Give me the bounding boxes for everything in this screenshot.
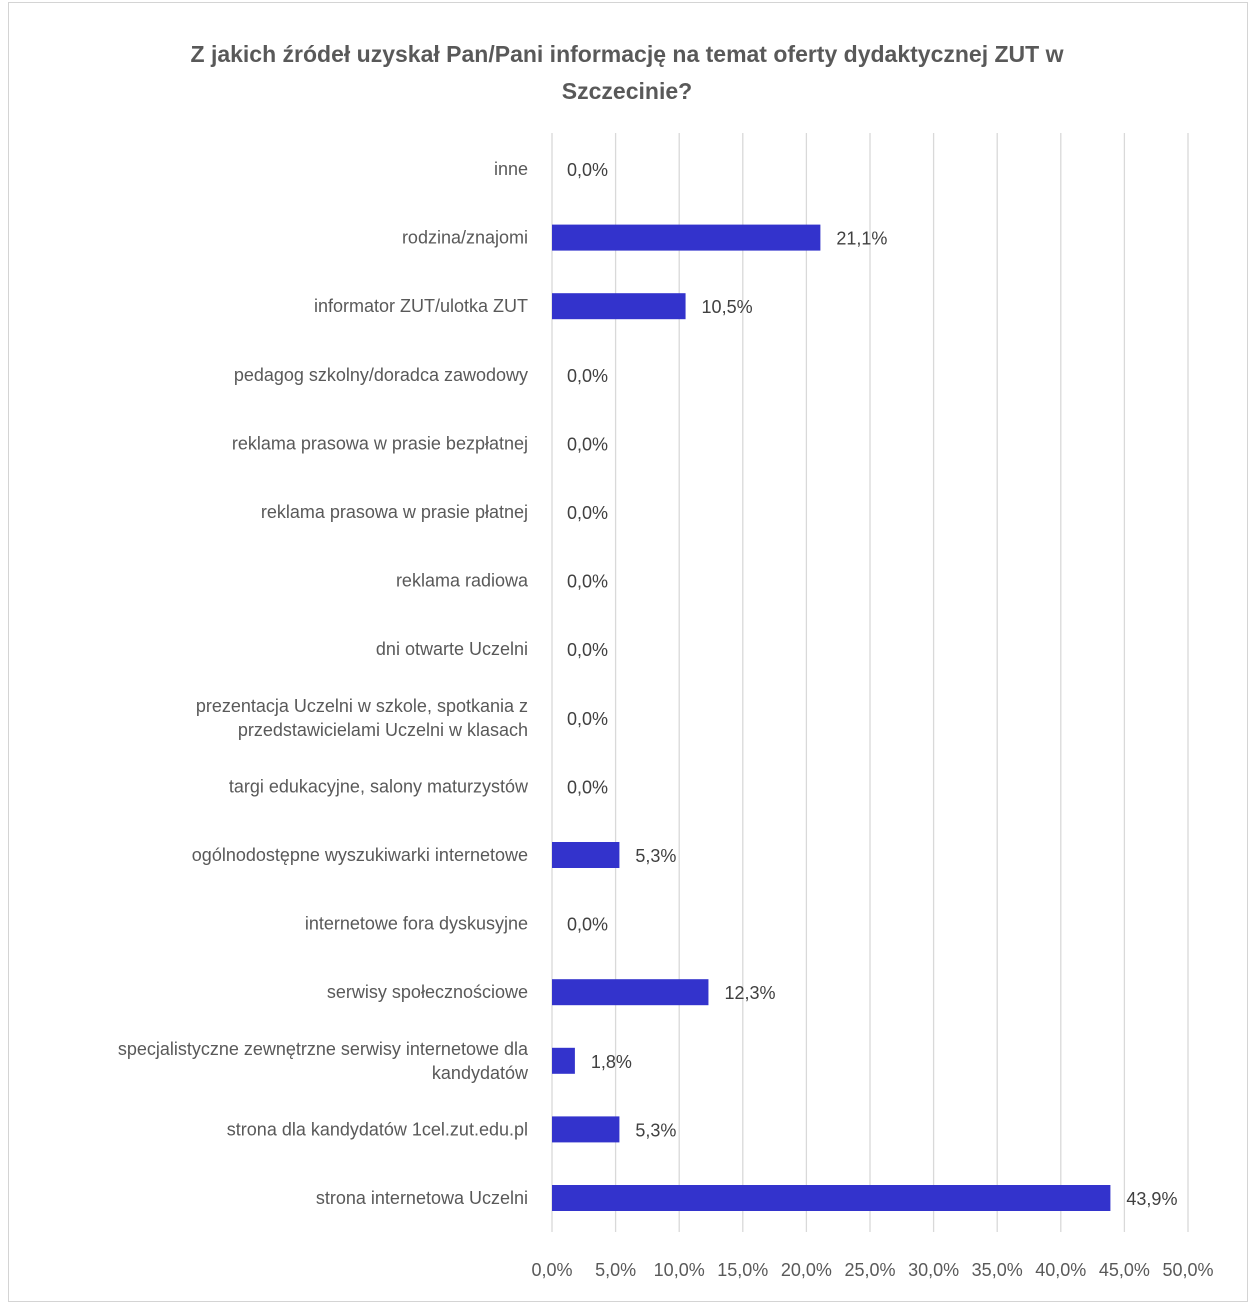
x-tick-label: 20,0% — [781, 1260, 832, 1280]
data-label: 0,0% — [567, 434, 608, 454]
category-label: rodzina/znajomi — [402, 228, 528, 248]
category-label: internetowe fora dyskusyjne — [305, 914, 528, 934]
bar — [552, 1185, 1111, 1211]
bar — [552, 293, 686, 320]
bar — [552, 979, 709, 1006]
category-label: strona dla kandydatów 1cel.zut.edu.pl — [227, 1119, 528, 1139]
data-label: 0,0% — [567, 709, 608, 729]
category-label: ogólnodostępne wyszukiwarki internetowe — [192, 845, 528, 865]
chart-title: Z jakich źródeł uzyskał Pan/Pani informa… — [0, 36, 1254, 110]
category-label: reklama prasowa w prasie płatnej — [261, 502, 528, 522]
chart-frame — [8, 2, 1248, 1302]
category-label: reklama radiowa — [396, 571, 529, 591]
chart-title-line-2: Szczecinie? — [561, 78, 693, 104]
data-label: 10,5% — [702, 297, 753, 317]
category-label: informator ZUT/ulotka ZUT — [314, 296, 528, 316]
bar — [552, 1047, 575, 1074]
x-tick-label: 45,0% — [1099, 1260, 1150, 1280]
data-label: 0,0% — [567, 915, 608, 935]
category-label: reklama prasowa w prasie bezpłatnej — [232, 433, 528, 453]
data-label: 0,0% — [567, 777, 608, 797]
data-label: 0,0% — [567, 503, 608, 523]
data-label: 0,0% — [567, 160, 608, 180]
category-label: serwisy społecznościowe — [327, 982, 528, 1002]
data-label: 12,3% — [724, 983, 775, 1003]
chart-title-line-1: Z jakich źródeł uzyskał Pan/Pani informa… — [190, 41, 1064, 67]
bar — [552, 1116, 620, 1143]
category-label: pedagog szkolny/doradca zawodowy — [234, 365, 528, 385]
x-tick-label: 50,0% — [1162, 1260, 1213, 1280]
category-label: inne — [494, 159, 528, 179]
x-tick-label: 30,0% — [908, 1260, 959, 1280]
x-tick-label: 35,0% — [972, 1260, 1023, 1280]
category-label: specjalistyczne zewnętrzne serwisy inter… — [118, 1039, 529, 1059]
data-label: 0,0% — [567, 572, 608, 592]
x-tick-label: 25,0% — [844, 1260, 895, 1280]
category-label: strona internetowa Uczelni — [316, 1188, 528, 1208]
x-tick-label: 10,0% — [654, 1260, 705, 1280]
data-label: 1,8% — [591, 1052, 632, 1072]
data-label: 0,0% — [567, 366, 608, 386]
data-label: 0,0% — [567, 640, 608, 660]
category-label: kandydatów — [432, 1063, 529, 1083]
data-label: 43,9% — [1126, 1189, 1177, 1209]
x-tick-label: 5,0% — [595, 1260, 636, 1280]
data-label: 5,3% — [635, 1120, 676, 1140]
x-tick-label: 0,0% — [531, 1260, 572, 1280]
data-label: 21,1% — [836, 229, 887, 249]
category-label: przedstawicielami Uczelni w klasach — [238, 720, 528, 740]
category-label: prezentacja Uczelni w szkole, spotkania … — [196, 696, 528, 716]
data-label: 5,3% — [635, 846, 676, 866]
category-label: dni otwarte Uczelni — [376, 639, 528, 659]
bar — [552, 224, 821, 251]
x-tick-label: 15,0% — [717, 1260, 768, 1280]
category-label: targi edukacyjne, salony maturzystów — [229, 776, 529, 796]
x-tick-label: 40,0% — [1035, 1260, 1086, 1280]
bar — [552, 842, 620, 868]
